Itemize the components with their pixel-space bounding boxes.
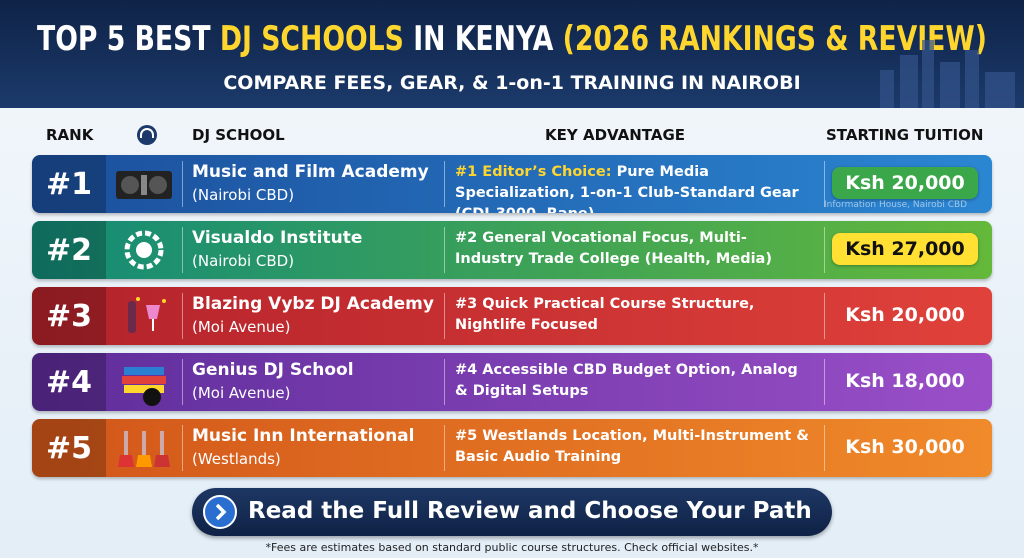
header-text: TOP 5 BEST DJ SCHOOLS IN KENYA (2026 RAN…	[37, 19, 1015, 108]
separator	[444, 425, 445, 471]
school-name: Music Inn International	[192, 426, 415, 446]
school-location: (Moi Avenue)	[192, 318, 291, 336]
cta-button[interactable]: Read the Full Review and Choose Your Pat…	[192, 488, 832, 536]
arrow-icon	[203, 495, 237, 529]
separator	[824, 425, 825, 471]
icon-graphic	[128, 297, 166, 333]
row-icon	[108, 291, 180, 341]
advantage-text: #4 Accessible CBD Budget Option, Analog …	[455, 362, 798, 399]
separator	[182, 227, 183, 273]
separator	[824, 227, 825, 273]
row: #4 Genius DJ School (Moi Avenue) #4 Accessi…	[32, 353, 992, 411]
rank: #5	[32, 419, 106, 477]
icon-graphic	[124, 230, 164, 270]
school-location: (Nairobi CBD)	[192, 252, 295, 270]
column-header: RANK	[46, 126, 94, 144]
separator	[824, 161, 825, 207]
row: #3 Blazing Vybz DJ Academy (Moi Avenue) #3 …	[32, 287, 992, 345]
row-icon	[108, 225, 180, 275]
footnote: *Fees are estimates based on standard pu…	[265, 541, 759, 554]
separator	[444, 227, 445, 273]
tuition: Ksh 27,000	[832, 233, 978, 265]
separator	[182, 161, 183, 207]
cta-text[interactable]: Read the Full Review and Choose Your Pat…	[248, 498, 812, 524]
separator	[182, 359, 183, 405]
row-icon	[108, 423, 180, 473]
advantage-text: #2 General Vocational Focus, Multi-Indus…	[455, 230, 772, 267]
key-advantage: #5 Westlands Location, Multi-Instrument …	[455, 426, 815, 468]
row: #2 Visualdo Institute (Nairobi CBD) #2 Gene…	[32, 221, 992, 279]
row-icon	[108, 159, 180, 209]
advantage-highlight: #1 Editor’s Choice:	[455, 164, 612, 180]
row: #1 Music and Film Academy (Nairobi CBD) #1 …	[32, 155, 992, 213]
title-part: DJ SCHOOLS	[220, 19, 404, 59]
rank: #3	[32, 287, 106, 345]
school-name: Genius DJ School	[192, 360, 354, 380]
school-name: Visualdo Institute	[192, 228, 363, 248]
rank: #4	[32, 353, 106, 411]
title-part: (2026 RANKINGS & REVIEW)	[563, 19, 987, 59]
title-part: TOP 5 BEST	[37, 19, 220, 59]
school-name: Music and Film Academy	[192, 162, 429, 182]
separator	[182, 293, 183, 339]
row-icon	[108, 357, 180, 407]
school-location: (Westlands)	[192, 450, 281, 468]
advantage-text: #5 Westlands Location, Multi-Instrument …	[455, 428, 809, 465]
separator	[182, 425, 183, 471]
advantage-text: #3 Quick Practical Course Structure, Nig…	[455, 296, 755, 333]
advantage-text: Pure Media Specialization, 1-on-1 Club-S…	[455, 164, 799, 213]
tuition: Ksh 30,000	[845, 436, 965, 458]
school-location: (Nairobi CBD)	[192, 186, 295, 204]
key-advantage: #1 Editor’s Choice: Pure Media Specializ…	[455, 162, 815, 213]
headphones-icon	[137, 125, 157, 145]
separator	[824, 293, 825, 339]
icon-graphic	[118, 431, 170, 467]
tuition: Ksh 20,000	[832, 167, 978, 199]
column-header: STARTING TUITION	[826, 126, 984, 144]
header: TOP 5 BEST DJ SCHOOLS IN KENYA (2026 RAN…	[0, 0, 1024, 108]
tuition: Ksh 20,000	[845, 304, 965, 326]
icon-graphic	[116, 171, 172, 199]
school-name: Blazing Vybz DJ Academy	[192, 294, 434, 314]
key-advantage: #4 Accessible CBD Budget Option, Analog …	[455, 360, 815, 402]
row: #5 Music Inn International (Westlands) #5 W…	[32, 419, 992, 477]
separator	[444, 359, 445, 405]
key-advantage: #2 General Vocational Focus, Multi-Indus…	[455, 228, 815, 270]
school-location: (Moi Avenue)	[192, 384, 291, 402]
title-part: IN KENYA	[404, 19, 563, 59]
column-header: DJ SCHOOL	[192, 126, 285, 144]
rank: #2	[32, 221, 106, 279]
column-header: KEY ADVANTAGE	[545, 126, 686, 144]
separator	[824, 359, 825, 405]
separator	[444, 293, 445, 339]
tuition-note: Information House, Nairobi CBD	[824, 200, 968, 210]
skyline	[880, 40, 1015, 108]
title: TOP 5 BEST DJ SCHOOLS IN KENYA (2026 RAN…	[37, 19, 987, 59]
tuition: Ksh 18,000	[845, 370, 965, 392]
separator	[444, 161, 445, 207]
subtitle: COMPARE FEES, GEAR, & 1-on-1 TRAINING IN…	[223, 72, 800, 94]
icon-graphic	[122, 367, 166, 406]
rank: #1	[32, 155, 106, 213]
key-advantage: #3 Quick Practical Course Structure, Nig…	[455, 294, 815, 336]
